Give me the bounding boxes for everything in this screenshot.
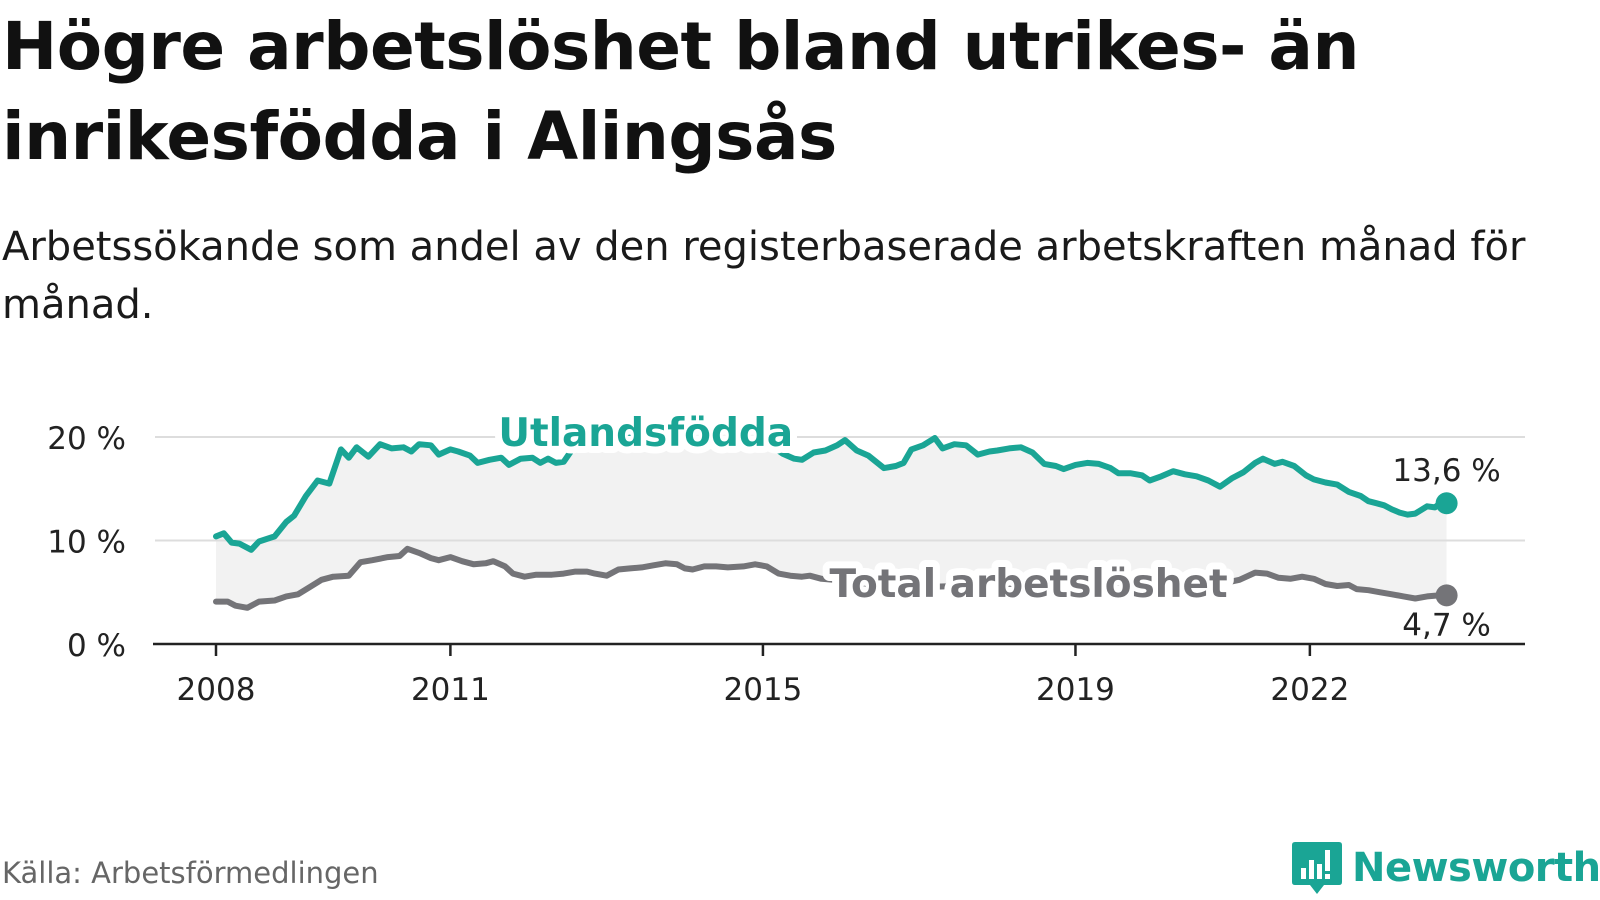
x-tick-label: 2019 bbox=[1036, 672, 1115, 708]
x-tick-label: 2022 bbox=[1270, 672, 1349, 708]
series-end-value-foreign-born: 13,6 % bbox=[1392, 453, 1500, 489]
chart-subtitle: Arbetssökande som andel av den registerb… bbox=[2, 224, 1526, 328]
series-label-foreign-born: Utlandsfödda bbox=[498, 411, 793, 456]
x-tick-label: 2011 bbox=[411, 672, 490, 708]
source-note: Källa: Arbetsförmedlingen bbox=[2, 856, 379, 890]
series-end-marker-foreign-born bbox=[1435, 492, 1458, 515]
axis-layer: 2008 2011 2015 2019 2022 bbox=[153, 642, 1525, 708]
series-label-total: Total arbetslöshet bbox=[830, 562, 1228, 607]
annotation-layer: Utlandsfödda Total arbetslöshet bbox=[491, 404, 1234, 614]
series-layer: 13,6 % 4,7 % bbox=[213, 423, 1504, 646]
series-band bbox=[216, 426, 1447, 608]
y-tick-label: 20 % bbox=[47, 421, 126, 457]
page-title: Högre arbetslöshet bland utrikes- än inr… bbox=[2, 8, 1359, 175]
series-line-foreign-born bbox=[213, 423, 1450, 553]
x-tick-label: 2015 bbox=[723, 672, 802, 708]
series-line-total bbox=[213, 545, 1450, 611]
y-tick-label: 10 % bbox=[47, 525, 126, 561]
band-layer bbox=[216, 426, 1447, 608]
grid-layer: 0 % 10 % 20 % bbox=[47, 421, 1525, 664]
line-chart: 0 % 10 % 20 % 2008 2011 2015 2019 2022 13,6 % 4… bbox=[47, 404, 1525, 708]
x-tick-label: 2008 bbox=[177, 672, 256, 708]
series-end-marker-total bbox=[1435, 584, 1458, 607]
y-tick-label: 0 % bbox=[67, 628, 126, 664]
series-end-value-total: 4,7 % bbox=[1402, 607, 1491, 643]
brand-logo: Newsworthy bbox=[1290, 838, 1600, 898]
brand-name: Newsworthy bbox=[1352, 845, 1600, 891]
newsworthy-logo-icon bbox=[1292, 842, 1342, 894]
